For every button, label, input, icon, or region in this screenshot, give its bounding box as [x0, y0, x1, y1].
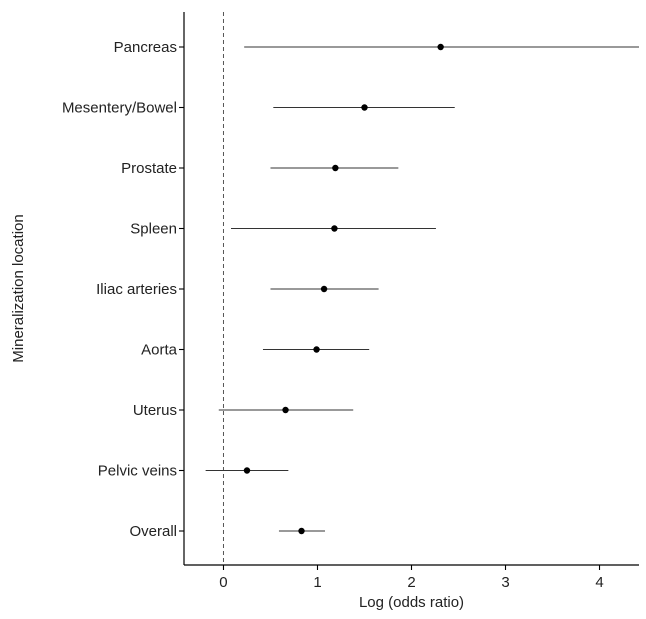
point-iliac-arteries	[320, 285, 328, 293]
point-mesentery-bowel	[361, 104, 368, 111]
confidence-intervals	[205, 46, 639, 532]
x-tick-label-2: 2	[407, 574, 415, 591]
y-tick-label-iliac-arteries: Iliac arteries	[96, 281, 177, 298]
y-tick-label-pelvic-veins: Pelvic veins	[98, 463, 177, 480]
y-tick-label-uterus: Uterus	[133, 402, 177, 419]
x-axis-ticks: 0 1 2 3 4	[219, 565, 604, 591]
y-axis-title: Mineralization location	[10, 214, 27, 362]
y-axis-ticks: Pancreas Mesentery/Bowel Prostate Spleen Ili…	[62, 39, 184, 540]
y-tick-label-prostate: Prostate	[121, 160, 177, 177]
x-axis-title: Log (odds ratio)	[359, 594, 464, 611]
point-overall	[298, 527, 305, 535]
x-tick-label-3: 3	[501, 574, 509, 591]
point-spleen	[331, 225, 338, 232]
point-pancreas	[437, 43, 444, 51]
y-tick-label-overall: Overall	[129, 523, 177, 540]
point-uterus	[282, 406, 289, 414]
y-tick-label-spleen: Spleen	[130, 221, 177, 238]
point-aorta	[313, 346, 320, 353]
x-tick-label-1: 1	[313, 574, 321, 591]
point-prostate	[332, 164, 339, 172]
y-tick-label-mesentery-bowel: Mesentery/Bowel	[62, 100, 177, 117]
x-tick-label-0: 0	[219, 574, 227, 591]
x-tick-label-4: 4	[595, 574, 603, 591]
point-estimates	[243, 43, 444, 535]
y-tick-label-pancreas: Pancreas	[114, 39, 177, 56]
y-tick-label-aorta: Aorta	[141, 342, 178, 359]
point-pelvic-veins	[243, 467, 251, 474]
